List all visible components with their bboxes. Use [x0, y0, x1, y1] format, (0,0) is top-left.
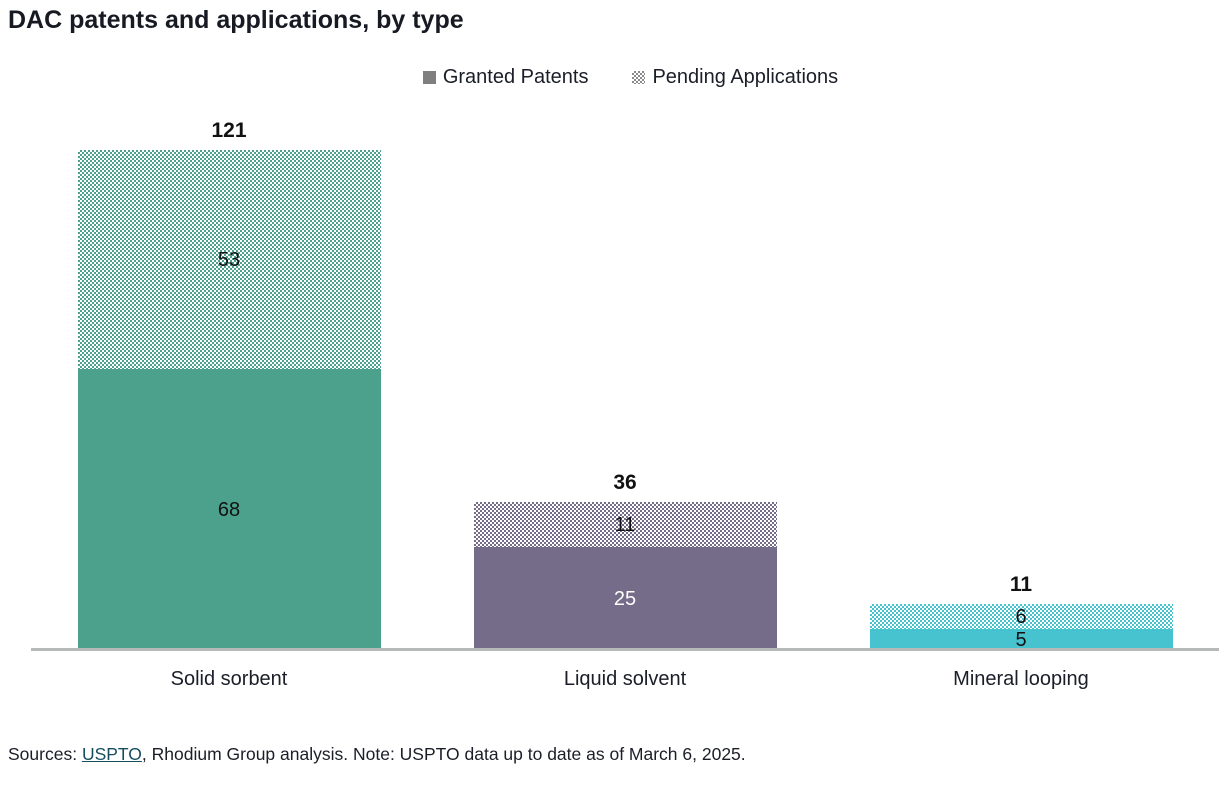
category-label-solid-sorbent: Solid sorbent: [170, 668, 288, 690]
bar-value-label: 5: [1015, 628, 1027, 651]
granted-patents-swatch-icon: [422, 71, 436, 84]
plot-area: 121 53 68 36 11 25 11 6 5: [31, 0, 1219, 650]
bar-segment-granted: 68: [77, 369, 381, 650]
bar-total-label: 36: [613, 471, 637, 494]
chart-title: DAC patents and applications, by type: [8, 6, 464, 34]
bar-segment-pending: 6: [869, 604, 1173, 629]
source-prefix: Sources:: [8, 744, 82, 764]
bar-segment-pending: 11: [473, 502, 777, 547]
legend-item-granted: Granted Patents: [422, 66, 589, 89]
legend-label-pending: Pending Applications: [652, 66, 839, 88]
bar-total-label: 121: [211, 119, 247, 142]
legend-label-granted: Granted Patents: [442, 66, 589, 88]
bar-value-label: 68: [217, 498, 241, 521]
category-label-mineral-looping: Mineral looping: [953, 668, 1089, 690]
bar-total-label: 11: [1009, 573, 1033, 596]
bar-segment-granted: 25: [473, 547, 777, 650]
bar-value-label: 53: [217, 248, 241, 271]
bar-value-label: 25: [613, 587, 637, 610]
bar-segment-granted: 5: [869, 628, 1173, 651]
bar-segment-pending: 53: [77, 150, 381, 369]
uspto-link[interactable]: USPTO: [81, 744, 142, 764]
bar-value-label: 6: [1015, 605, 1027, 628]
source-suffix: , Rhodium Group analysis. Note: USPTO da…: [141, 744, 746, 764]
x-axis-baseline: [31, 648, 1219, 651]
source-note: Sources: USPTO, Rhodium Group analysis. …: [8, 744, 746, 765]
legend: Granted Patents Pending Applications: [0, 66, 1227, 89]
legend-item-pending: Pending Applications: [632, 66, 838, 89]
bar-group-liquid-solvent: 36 11 25: [427, 472, 823, 650]
category-label-liquid-solvent: Liquid solvent: [563, 668, 687, 690]
bar-value-label: 11: [614, 513, 636, 536]
category-axis-labels: Solid sorbent Liquid solvent Mineral loopi…: [31, 668, 1219, 691]
pending-applications-swatch-icon: [632, 71, 646, 84]
bar-group-solid-sorbent: 121 53 68: [31, 120, 427, 650]
bar-group-mineral-looping: 11 6 5: [823, 574, 1219, 650]
